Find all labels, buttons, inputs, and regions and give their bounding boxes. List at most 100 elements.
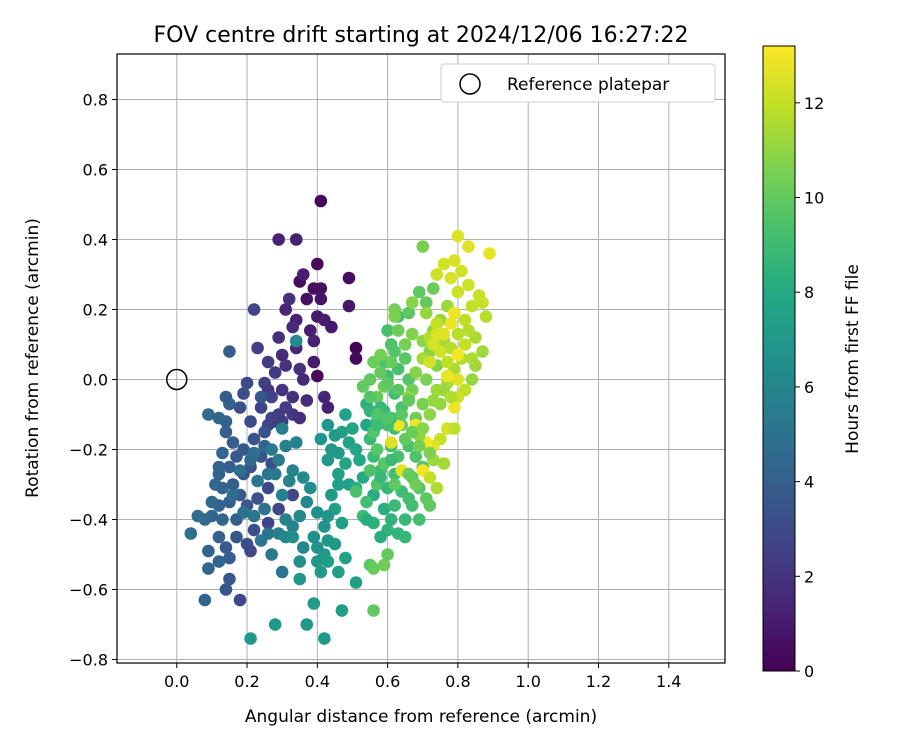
data-point [286,488,300,502]
data-point [286,320,300,334]
data-point [346,422,359,435]
data-point [360,495,373,509]
colorbar-label: Hours from first FF file [843,264,863,454]
x-tick-label: 0.2 [234,672,259,691]
data-point [268,467,282,481]
data-point [230,530,243,544]
data-point [212,530,226,544]
data-point [363,390,377,404]
data-point [307,597,321,610]
data-point [416,397,430,411]
data-point [184,527,198,540]
data-point [300,292,314,306]
data-point [377,558,391,572]
data-point [409,450,423,463]
colorbar-tick-label: 8 [804,283,814,302]
data-point [247,523,261,537]
data-point [254,401,268,414]
x-tick-label: 1.4 [656,672,681,691]
y-tick-label: −0.4 [69,511,108,530]
data-point [296,471,310,484]
data-point [451,229,465,243]
colorbar-scale [762,45,796,672]
data-point [469,359,482,372]
data-point [191,509,205,523]
reference-point [165,368,188,391]
data-point [437,257,451,271]
data-point [202,562,215,575]
data-point [293,509,307,523]
data-point [198,593,212,607]
data-point [458,338,472,351]
data-point [465,299,479,313]
data-point [226,488,240,502]
data-point [223,345,236,358]
data-point [405,499,419,512]
data-point [293,362,307,376]
data-point [381,324,394,337]
data-point [412,439,426,453]
data-point [202,408,215,421]
y-axis-ticks: −0.8 −0.6 −0.4 −0.2 0.0 0.2 0.4 0.6 0.8 [69,91,117,670]
data-points [184,194,496,645]
data-point [381,548,394,561]
colorbar-tick-label: 2 [804,567,814,586]
x-axis-label: Angular distance from reference (arcmin) [245,707,597,727]
data-point [275,422,289,435]
data-point [441,355,454,369]
data-point [388,478,401,491]
data-point [314,565,328,579]
data-point [483,247,496,260]
data-point [237,506,250,519]
plot-frame [116,53,726,664]
data-point [476,296,489,309]
data-point [286,390,300,404]
data-point [349,485,363,498]
data-point [321,418,335,432]
data-point [311,257,324,271]
data-point [374,530,387,544]
data-point [374,471,387,484]
data-point [335,604,349,617]
data-point [258,502,271,516]
data-point [321,401,335,414]
data-point [370,418,384,432]
colorbar-tick-label: 12 [804,94,824,113]
data-point [416,422,430,435]
data-point [349,576,363,589]
data-point [423,499,437,512]
data-point [300,618,314,631]
data-point [296,373,310,386]
data-point [381,376,394,390]
data-point [437,457,451,470]
data-point [416,240,430,253]
data-point [202,544,215,558]
data-point [279,303,292,316]
data-point [233,464,247,477]
data-point [223,551,236,565]
data-point [233,593,247,607]
data-point [370,408,384,421]
data-point [311,369,324,383]
data-point [212,555,226,568]
legend-box [440,63,716,103]
data-point [409,366,423,379]
data-point [275,565,289,579]
data-point [427,394,440,407]
data-point [374,366,387,379]
data-point [342,271,356,285]
data-point [261,481,275,495]
legend-reference-marker [459,73,481,95]
data-point [405,327,419,341]
data-point [272,502,285,516]
data-point [318,390,331,404]
data-point [419,306,433,320]
data-point [314,194,328,208]
data-point [398,352,412,365]
data-point [339,551,352,565]
data-point [216,446,229,460]
data-point [244,415,257,428]
data-point [321,453,335,467]
data-point [395,408,408,421]
